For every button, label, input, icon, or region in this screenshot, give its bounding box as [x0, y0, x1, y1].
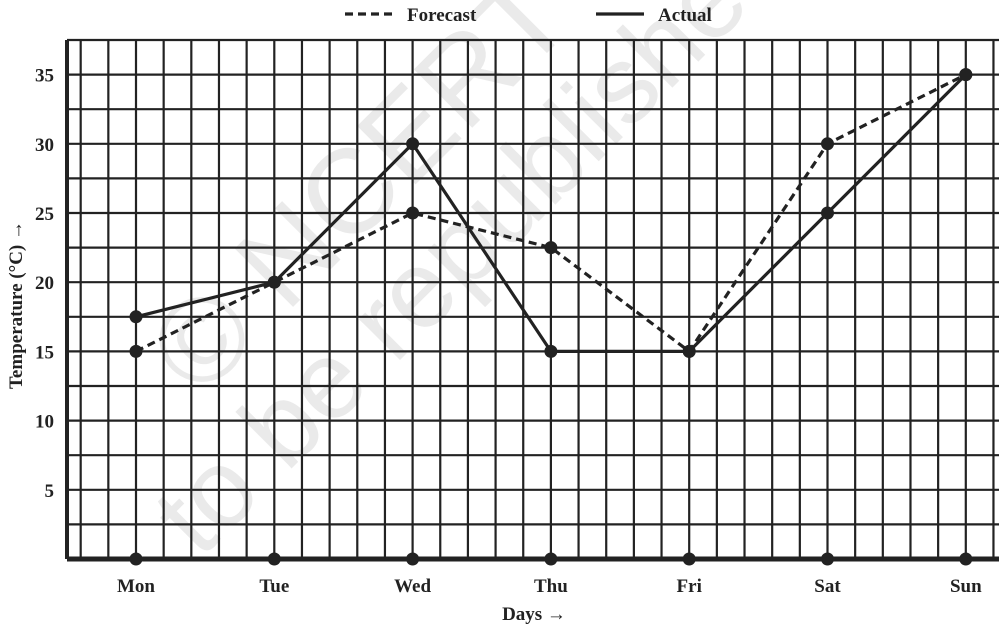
data-point-actual: [959, 68, 973, 82]
x-axis-tick-dot: [821, 552, 834, 566]
y-tick-label: 30: [35, 135, 54, 156]
x-axis-tick-dot: [682, 552, 696, 566]
data-point-actual: [821, 206, 834, 220]
x-axis-tick-dot: [544, 552, 558, 566]
y-tick-label: 25: [35, 204, 54, 225]
data-point-actual: [129, 310, 143, 324]
y-tick-label: 15: [35, 342, 54, 363]
x-tick-label: Mon: [117, 576, 155, 597]
grid: [67, 38, 999, 559]
legend: Forecast Actual: [345, 5, 712, 26]
x-tick-label: Sun: [950, 576, 982, 597]
data-point-forecast: [544, 241, 558, 255]
x-axis-tick-dot: [959, 552, 973, 566]
data-point-forecast: [821, 137, 834, 151]
data-point-actual: [267, 275, 281, 289]
legend-label-actual: Actual: [658, 5, 712, 26]
data-point-actual: [682, 344, 696, 358]
y-tick-label: 5: [45, 481, 55, 502]
x-axis-label: Days →: [502, 604, 566, 625]
x-axis-tick-dot: [406, 552, 420, 566]
axes: Mon Tue Wed Thu Fri Sat Sun 5 10 15 20 25 30 35: [35, 40, 999, 597]
y-tick-label: 20: [35, 273, 54, 294]
labels: Days → Temperature (°C) →: [6, 221, 566, 625]
x-tick-label: Tue: [259, 576, 289, 597]
y-axis-label: Temperature (°C) →: [6, 221, 27, 389]
data-point-forecast: [406, 206, 420, 220]
legend-label-forecast: Forecast: [407, 5, 477, 26]
y-tick-label: 10: [35, 412, 54, 433]
data-point-forecast: [129, 344, 143, 358]
x-tick-label: Sat: [814, 576, 841, 597]
x-tick-label: Wed: [394, 576, 431, 597]
x-axis-tick-dot: [129, 552, 143, 566]
x-axis-tick-dot: [267, 552, 281, 566]
y-tick-label: 35: [35, 66, 54, 87]
series: [129, 68, 973, 358]
x-tick-label: Fri: [677, 576, 702, 597]
x-tick-label: Thu: [534, 576, 568, 597]
data-point-actual: [544, 344, 558, 358]
data-point-actual: [406, 137, 420, 151]
